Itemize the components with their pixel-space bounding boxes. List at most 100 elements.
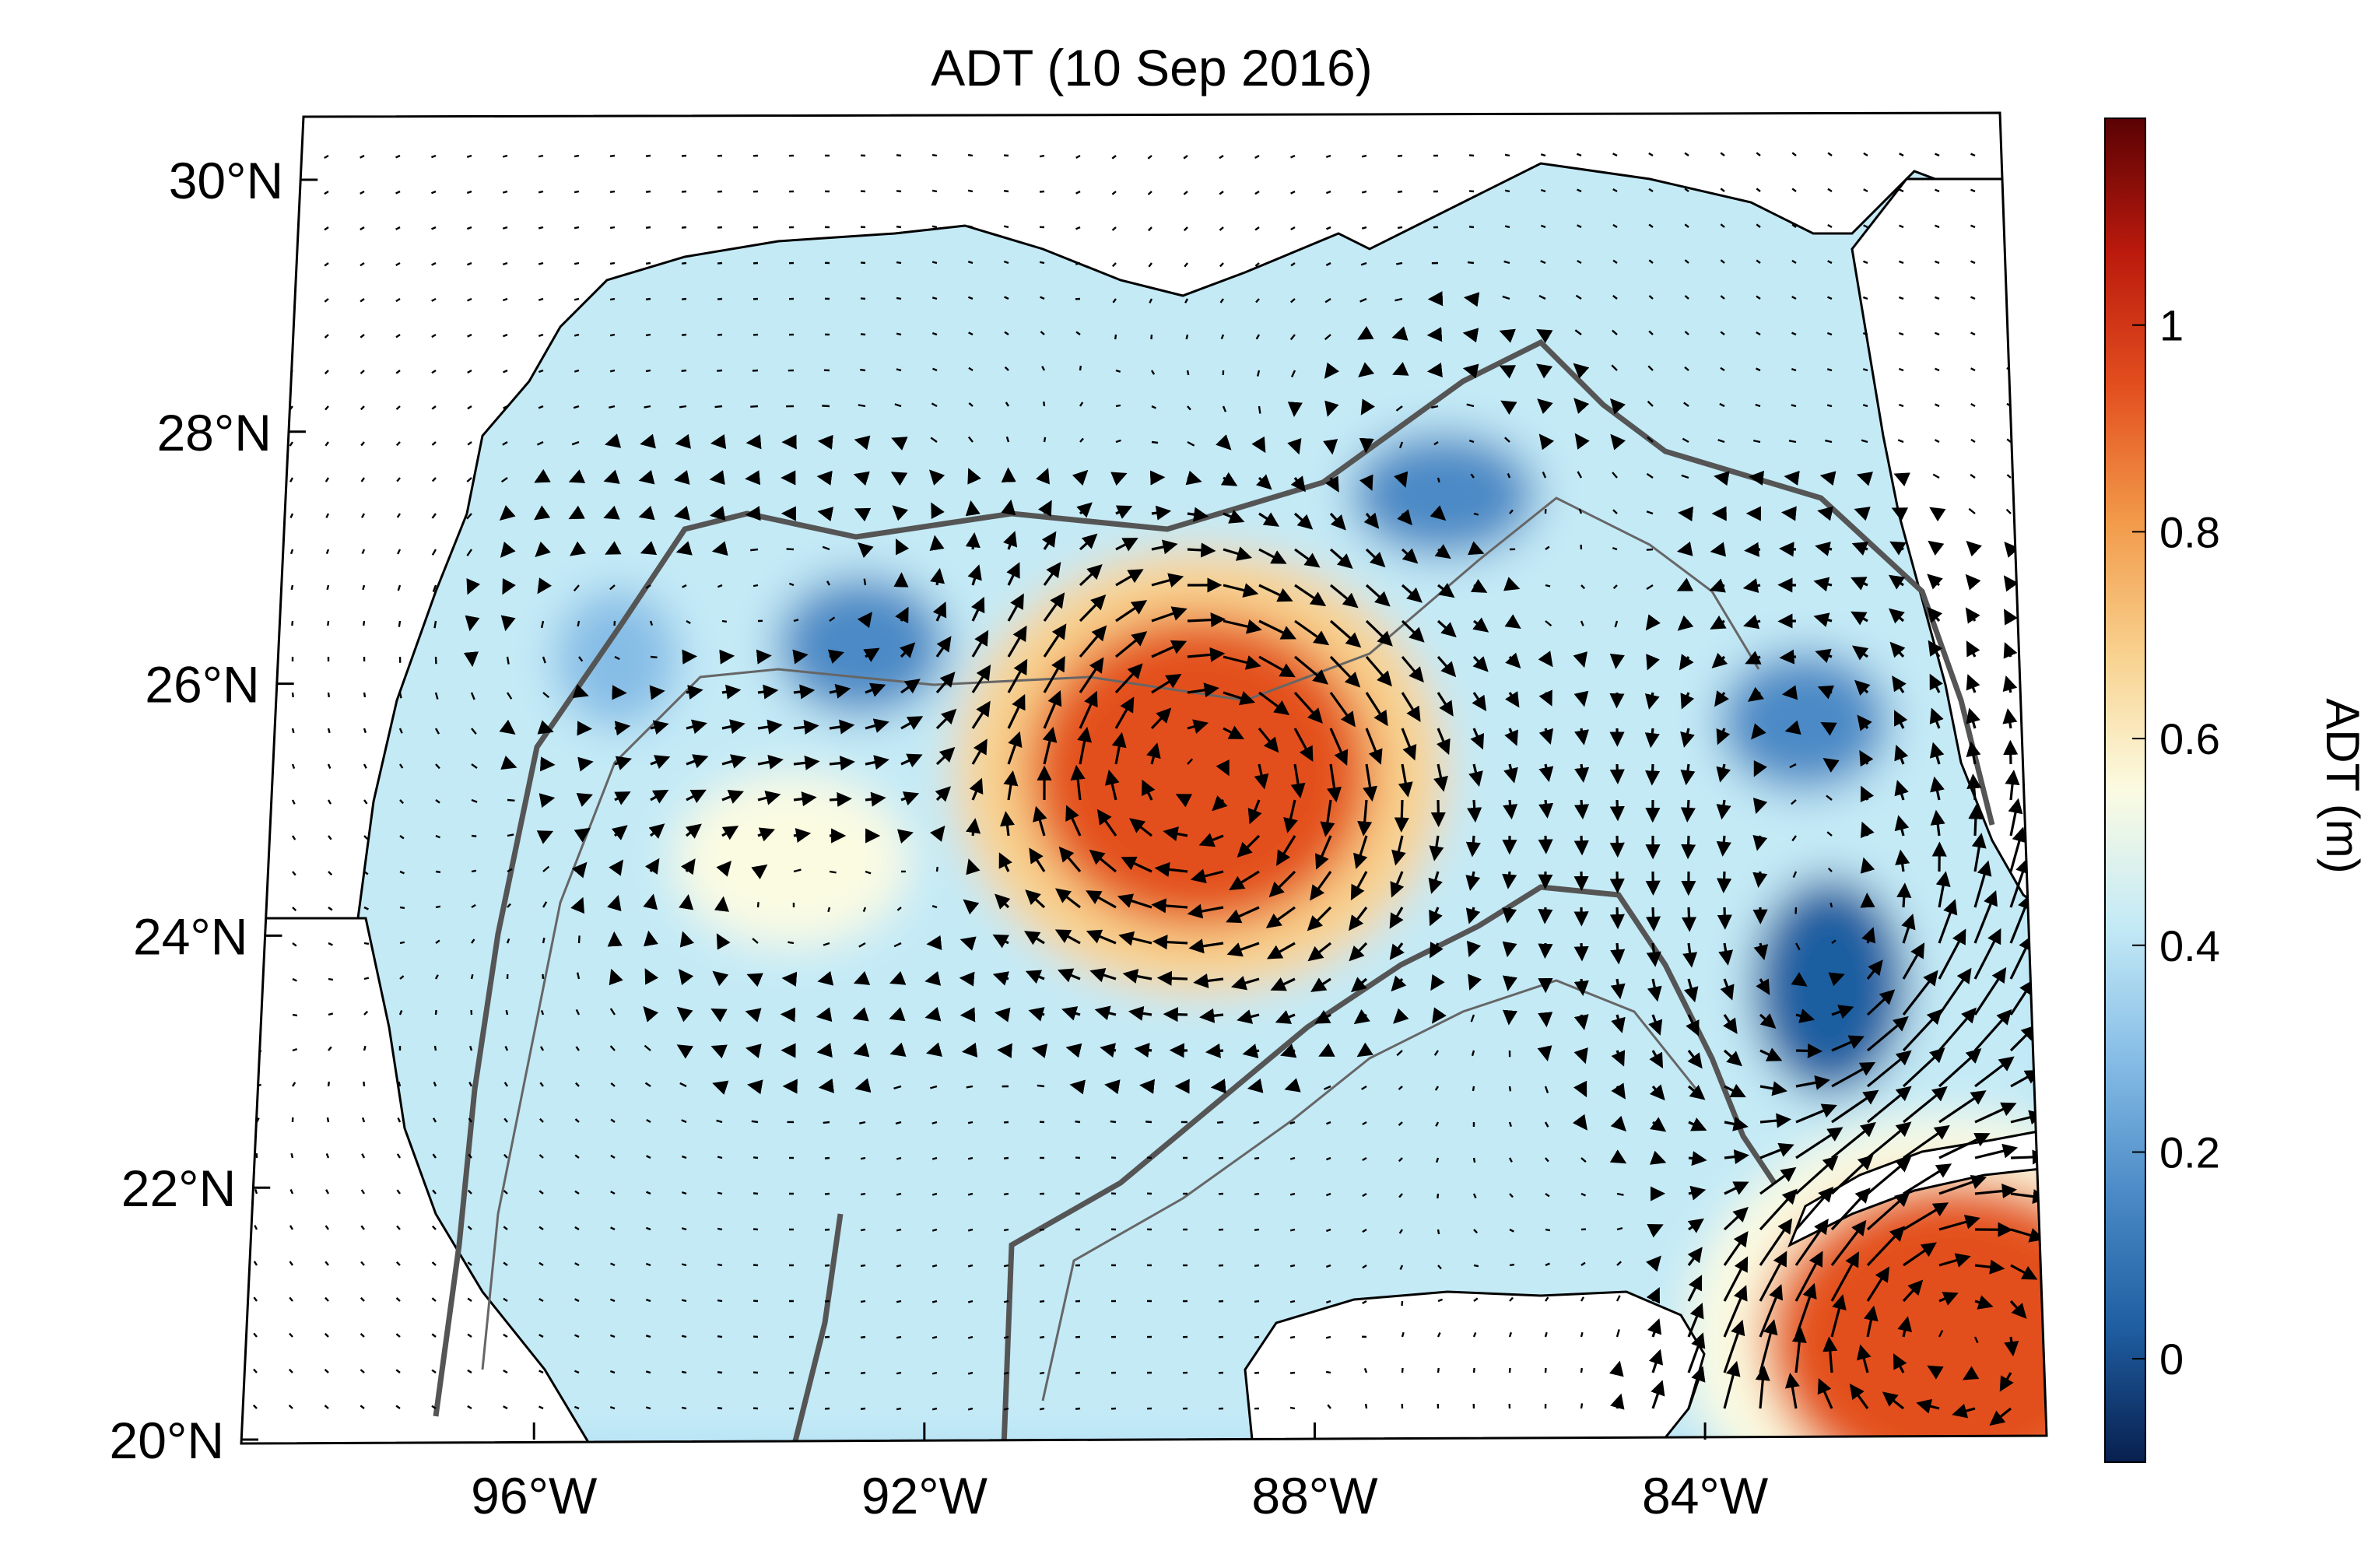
- velocity-arrow: [536, 440, 544, 446]
- velocity-arrow: [1350, 977, 1368, 993]
- velocity-arrow: [1365, 619, 1393, 647]
- velocity-arrow: [678, 969, 694, 986]
- velocity-arrow: [712, 1080, 729, 1095]
- velocity-arrow: [540, 620, 545, 629]
- velocity-arrow: [1610, 433, 1626, 451]
- velocity-arrow: [1115, 569, 1144, 587]
- velocity-arrow: [607, 894, 622, 912]
- velocity-arrow: [1509, 1296, 1514, 1302]
- velocity-arrow: [1150, 334, 1153, 340]
- velocity-arrow: [360, 1405, 365, 1409]
- velocity-arrow: [1508, 1121, 1512, 1128]
- velocity-arrow: [1645, 614, 1661, 631]
- velocity-arrow: [1789, 763, 1797, 769]
- velocity-arrow: [1151, 640, 1188, 658]
- velocity-arrow: [1435, 1157, 1440, 1163]
- velocity-arrow: [360, 441, 365, 447]
- velocity-arrow: [1043, 437, 1047, 443]
- velocity-arrow: [757, 827, 776, 842]
- velocity-arrow: [571, 440, 580, 446]
- velocity-arrow: [467, 405, 472, 410]
- velocity-arrow: [1898, 331, 1904, 336]
- velocity-arrow: [860, 1335, 866, 1339]
- velocity-arrow: [1199, 1008, 1224, 1023]
- velocity-arrow: [395, 154, 401, 159]
- velocity-arrow: [757, 684, 779, 700]
- velocity-arrow: [1255, 334, 1261, 340]
- velocity-arrow: [1433, 763, 1448, 792]
- velocity-arrow: [1747, 686, 1765, 702]
- velocity-arrow: [1687, 1218, 1704, 1233]
- velocity-arrow: [1723, 1014, 1738, 1034]
- velocity-arrow: [896, 829, 914, 844]
- velocity-arrow: [1163, 826, 1188, 841]
- colorbar-tick-label: 0.4: [2159, 921, 2220, 970]
- velocity-arrow: [1545, 1262, 1550, 1267]
- velocity-arrow: [1723, 1049, 1742, 1067]
- velocity-arrow: [542, 692, 550, 699]
- velocity-arrow: [1360, 398, 1376, 416]
- velocity-arrow: [539, 1261, 544, 1267]
- velocity-arrow: [1970, 260, 1976, 265]
- velocity-arrow: [650, 655, 658, 659]
- velocity-arrow: [1862, 404, 1868, 408]
- velocity-arrow: [1781, 685, 1798, 700]
- velocity-arrow: [431, 1405, 437, 1410]
- velocity-arrow: [431, 297, 437, 302]
- velocity-arrow: [1149, 470, 1166, 486]
- velocity-arrow: [1898, 367, 1904, 372]
- velocity-arrow: [1401, 619, 1425, 643]
- velocity-arrow: [1759, 1047, 1783, 1061]
- velocity-arrow: [865, 718, 889, 733]
- velocity-arrow: [860, 1228, 866, 1232]
- velocity-arrow: [1892, 675, 1907, 693]
- velocity-arrow: [1756, 367, 1761, 372]
- velocity-arrow: [1222, 405, 1227, 412]
- velocity-arrow: [1827, 223, 1833, 229]
- velocity-arrow: [865, 791, 886, 807]
- velocity-arrow: [291, 620, 294, 626]
- velocity-arrow: [610, 1082, 616, 1087]
- velocity-arrow: [539, 1190, 544, 1194]
- velocity-arrow: [1902, 1047, 1945, 1088]
- velocity-arrow: [1756, 331, 1761, 336]
- velocity-arrow: [1616, 1295, 1621, 1302]
- velocity-arrow: [1898, 296, 1904, 300]
- velocity-arrow: [966, 858, 981, 875]
- velocity-arrow: [1005, 402, 1010, 407]
- velocity-arrow: [967, 1121, 974, 1124]
- velocity-arrow: [1612, 188, 1618, 193]
- velocity-arrow: [1437, 692, 1454, 717]
- velocity-arrow: [640, 433, 656, 449]
- velocity-arrow: [292, 871, 296, 876]
- cold-eddy-east: [1718, 651, 1890, 792]
- velocity-arrow: [895, 606, 909, 624]
- velocity-arrow: [1934, 439, 1940, 444]
- velocity-arrow: [928, 469, 945, 486]
- velocity-arrow: [1142, 779, 1156, 801]
- velocity-arrow: [1648, 1014, 1663, 1036]
- velocity-arrow: [575, 1009, 581, 1016]
- velocity-arrow: [1353, 835, 1368, 869]
- velocity-arrow: [1428, 871, 1443, 894]
- velocity-arrow: [435, 939, 440, 944]
- velocity-arrow: [1437, 619, 1457, 638]
- velocity-arrow: [757, 790, 781, 805]
- velocity-arrow: [1856, 472, 1873, 486]
- velocity-arrow: [745, 434, 762, 450]
- velocity-arrow: [967, 1228, 974, 1232]
- velocity-arrow: [752, 584, 759, 588]
- velocity-arrow: [817, 970, 834, 986]
- velocity-arrow: [1684, 366, 1689, 371]
- velocity-arrow: [325, 405, 329, 411]
- velocity-arrow: [1610, 1115, 1627, 1132]
- velocity-arrow: [971, 700, 991, 729]
- velocity-arrow: [1573, 363, 1590, 379]
- velocity-arrow: [1580, 1403, 1584, 1409]
- velocity-arrow: [398, 692, 402, 699]
- velocity-arrow: [1680, 763, 1696, 786]
- velocity-arrow: [538, 226, 544, 230]
- velocity-arrow: [1580, 584, 1586, 590]
- velocity-arrow: [254, 477, 258, 482]
- velocity-arrow: [503, 1297, 508, 1303]
